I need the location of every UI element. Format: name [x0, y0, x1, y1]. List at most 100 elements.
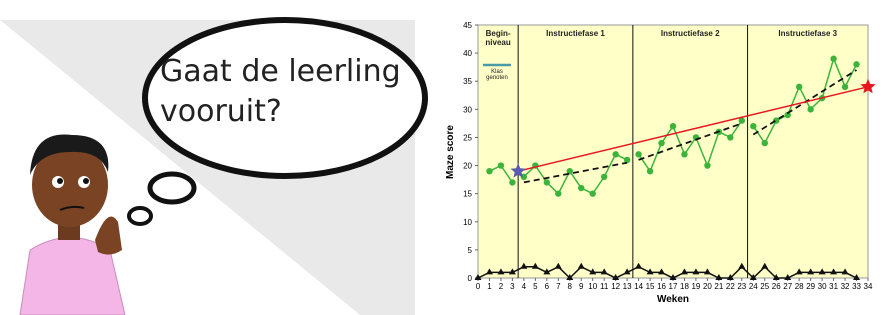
- data-point: [739, 117, 745, 123]
- data-point: [727, 274, 734, 280]
- data-point: [520, 263, 527, 269]
- bubble-text: Gaat de leerling vooruit?: [160, 52, 410, 132]
- thought-dot: [150, 174, 194, 202]
- data-point: [853, 274, 860, 280]
- x-tick-label: 0: [476, 282, 481, 291]
- y-tick-label: 20: [463, 162, 472, 171]
- x-tick-label: 16: [657, 282, 666, 291]
- data-point: [750, 274, 757, 280]
- x-tick-label: 5: [533, 282, 538, 291]
- y-tick-label: 45: [463, 21, 472, 30]
- x-tick-label: 9: [579, 282, 584, 291]
- pupil: [57, 178, 63, 184]
- data-point: [715, 274, 722, 280]
- x-tick-label: 29: [806, 282, 815, 291]
- x-tick-label: 3: [510, 282, 515, 291]
- y-axis-label: Maze score: [445, 125, 456, 179]
- data-point: [635, 151, 641, 157]
- data-point: [635, 263, 642, 269]
- phase-label: Instructiefase 1: [518, 29, 633, 38]
- data-point: [509, 268, 516, 274]
- data-point: [601, 268, 608, 274]
- data-point: [681, 151, 687, 157]
- data-point: [601, 174, 607, 180]
- x-tick-label: 12: [611, 282, 620, 291]
- data-point: [543, 268, 550, 274]
- data-point: [475, 274, 482, 280]
- x-tick-label: 28: [795, 282, 804, 291]
- series-line: [478, 267, 857, 278]
- x-tick-label: 33: [852, 282, 861, 291]
- data-point: [567, 168, 573, 174]
- data-point: [785, 112, 791, 118]
- x-tick-label: 15: [646, 282, 655, 291]
- data-point: [498, 162, 504, 168]
- x-tick-label: 22: [726, 282, 735, 291]
- data-point: [658, 140, 664, 146]
- phase-label: Begin-niveau: [478, 29, 518, 47]
- x-axis-label: Weken: [657, 294, 689, 305]
- data-point: [486, 168, 492, 174]
- data-point: [624, 157, 630, 163]
- data-point: [647, 268, 654, 274]
- x-tick-label: 19: [691, 282, 700, 291]
- data-point: [738, 263, 745, 269]
- data-point: [670, 123, 676, 129]
- data-point: [555, 263, 562, 269]
- legend-label: Klas genoten: [483, 69, 511, 81]
- x-tick-label: 1: [487, 282, 492, 291]
- x-tick-label: 32: [841, 282, 850, 291]
- y-tick-label: 35: [463, 77, 472, 86]
- x-tick-label: 34: [864, 282, 873, 291]
- page: Gaat de leerling vooruit? Maze score Wek…: [0, 0, 891, 315]
- data-point: [544, 179, 550, 185]
- y-tick-label: 15: [463, 190, 472, 199]
- data-point: [796, 268, 803, 274]
- data-point: [830, 56, 836, 62]
- x-tick-label: 24: [749, 282, 758, 291]
- data-point: [521, 174, 527, 180]
- data-point: [670, 274, 677, 280]
- data-point: [532, 162, 538, 168]
- data-point: [486, 268, 493, 274]
- data-point: [716, 129, 722, 135]
- x-tick-label: 4: [522, 282, 527, 291]
- x-tick-label: 31: [829, 282, 838, 291]
- x-tick-label: 8: [568, 282, 573, 291]
- data-point: [842, 84, 848, 90]
- goal-marker: [511, 163, 526, 177]
- x-tick-label: 27: [783, 282, 792, 291]
- plot-area: [478, 25, 868, 278]
- data-point: [819, 95, 825, 101]
- x-tick-label: 11: [600, 282, 609, 291]
- x-tick-label: 7: [556, 282, 561, 291]
- x-tick-label: 6: [545, 282, 550, 291]
- data-point: [658, 268, 665, 274]
- data-point: [647, 168, 653, 174]
- x-tick-label: 13: [623, 282, 632, 291]
- illustration: [0, 0, 440, 315]
- y-tick-label: 30: [463, 105, 472, 114]
- data-point: [624, 268, 631, 274]
- data-point: [590, 190, 596, 196]
- data-point: [612, 151, 618, 157]
- data-point: [681, 268, 688, 274]
- data-point: [796, 84, 802, 90]
- y-tick-label: 40: [463, 49, 472, 58]
- phase-label: Instructiefase 2: [633, 29, 748, 38]
- y-tick-label: 5: [468, 246, 473, 255]
- data-point: [497, 268, 504, 274]
- data-point: [532, 263, 539, 269]
- phase-label: Instructiefase 3: [748, 29, 868, 38]
- data-point: [761, 263, 768, 269]
- trend-line: [524, 70, 857, 182]
- data-point: [807, 268, 814, 274]
- data-point: [589, 268, 596, 274]
- y-tick-label: 0: [468, 274, 473, 283]
- data-point: [853, 61, 859, 67]
- goal-marker: [860, 79, 875, 94]
- data-point: [773, 117, 779, 123]
- data-point: [566, 274, 573, 280]
- data-point: [555, 190, 561, 196]
- data-point: [578, 185, 584, 191]
